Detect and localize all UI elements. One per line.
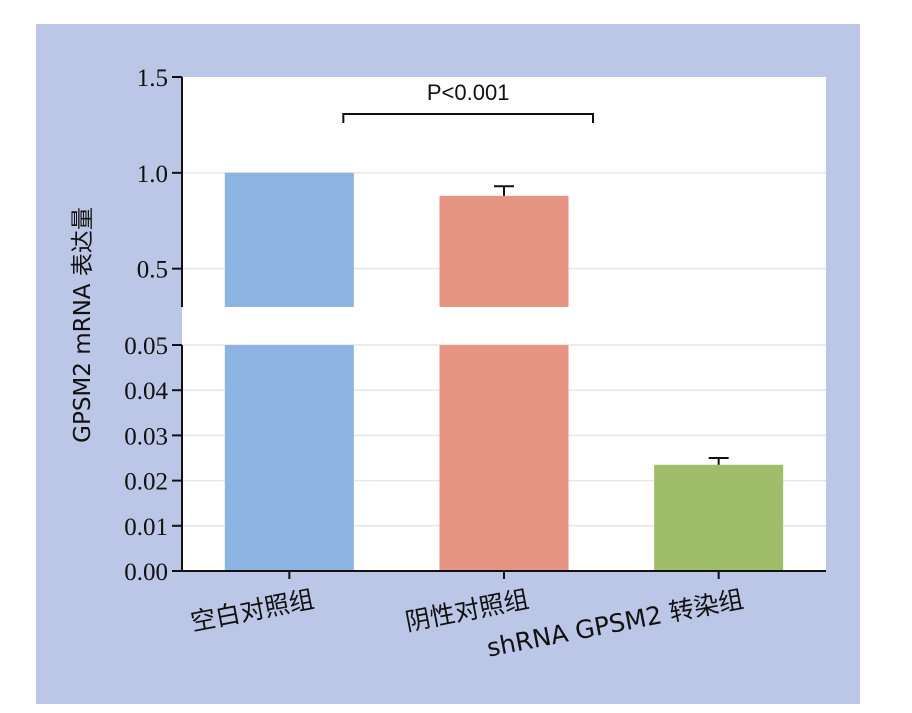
y-tick-label: 0.01 <box>124 514 168 541</box>
y-tick-label: 0.02 <box>124 469 168 496</box>
bar-0-upper <box>224 172 354 307</box>
y-axis <box>172 76 826 579</box>
significance-label: P<0.001 <box>427 80 510 105</box>
y-tick-label: 0.5 <box>137 257 168 284</box>
y-axis-label: GPSM2 mRNA 表达量 <box>70 207 96 443</box>
y-tick-label: 0.04 <box>124 378 168 405</box>
y-tick-label: 0.03 <box>124 423 168 450</box>
significance-annotation: P<0.001 <box>342 80 594 123</box>
y-tick-label: 1.0 <box>137 161 168 188</box>
significance-bracket <box>342 113 594 123</box>
bar-0-lower <box>224 345 354 571</box>
y-tick-label: 1.5 <box>137 65 168 92</box>
bar-2 <box>654 464 784 571</box>
bars <box>224 172 784 571</box>
bar-1-upper <box>439 195 569 307</box>
y-tick-label: 0.00 <box>124 559 168 586</box>
error-bars <box>494 185 729 465</box>
x-tick-label: 空白对照组 <box>188 584 316 636</box>
bar-1-lower <box>439 345 569 571</box>
y-tick-label: 0.05 <box>124 333 168 360</box>
y-tick-labels: 0.00 0.01 0.02 0.03 0.04 0.05 0.5 1.0 1.5 <box>124 65 168 586</box>
